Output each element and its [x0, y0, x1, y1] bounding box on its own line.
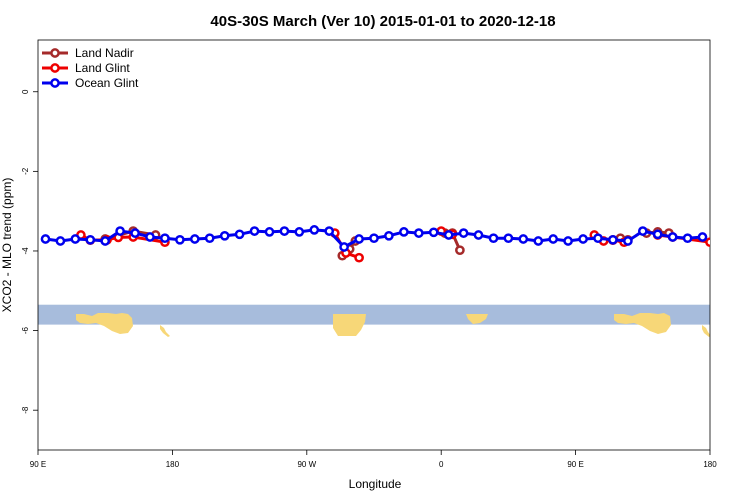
data-point	[279, 226, 290, 236]
data-point	[249, 226, 260, 236]
data-point	[533, 236, 544, 246]
data-point	[100, 236, 111, 246]
data-point	[608, 234, 618, 245]
data-point	[369, 233, 379, 244]
legend-swatch-marker	[50, 63, 60, 73]
x-axis-label: Longitude	[349, 477, 402, 491]
data-point	[473, 230, 484, 240]
chart-title: 40S-30S March (Ver 10) 2015-01-01 to 202…	[210, 13, 555, 30]
data-point	[593, 233, 603, 244]
data-point	[399, 227, 409, 237]
y-tick-label: -8	[21, 406, 30, 414]
y-tick-label: -6	[21, 326, 30, 334]
data-point	[428, 227, 439, 238]
data-point	[563, 236, 573, 246]
data-point	[578, 234, 588, 244]
x-tick-label: 0	[439, 460, 444, 469]
y-axis-label: XCO2 - MLO trend (ppm)	[0, 178, 14, 313]
data-point	[264, 227, 275, 237]
legend-swatch-marker	[50, 48, 60, 58]
data-point	[204, 233, 215, 244]
x-tick-label: 180	[166, 460, 180, 469]
data-point	[458, 228, 469, 238]
map-land-new-zealand-repeat	[702, 325, 710, 337]
data-point	[413, 228, 424, 238]
data-point	[70, 234, 81, 244]
data-point	[503, 233, 514, 244]
data-point	[189, 234, 200, 244]
map-land-africa	[466, 314, 488, 324]
data-point	[219, 230, 230, 241]
data-point	[443, 230, 454, 240]
data-point	[354, 234, 364, 244]
data-point	[682, 233, 693, 244]
y-tick-label: -2	[21, 167, 30, 175]
data-point	[455, 245, 465, 256]
data-point	[697, 232, 708, 242]
data-point	[705, 237, 710, 248]
data-point	[354, 252, 364, 263]
data-point	[234, 229, 245, 240]
map-land-australia	[76, 313, 133, 334]
data-point	[55, 236, 66, 246]
data-point	[548, 234, 559, 244]
legend-label: Land Glint	[75, 61, 130, 75]
legend-label: Ocean Glint	[75, 76, 139, 90]
series-layer	[40, 225, 710, 263]
data-point	[623, 236, 633, 246]
data-point	[294, 227, 305, 237]
map-band	[38, 304, 710, 337]
x-tick-label: 90 W	[297, 460, 316, 469]
data-point	[652, 229, 663, 240]
map-land-australia-repeat	[614, 313, 671, 334]
plot-frame	[37, 39, 711, 451]
data-point	[384, 230, 394, 241]
data-point	[339, 242, 349, 252]
data-point	[488, 233, 499, 244]
data-point	[130, 228, 140, 238]
data-point	[518, 234, 529, 244]
x-tick-label: 90 E	[30, 460, 46, 469]
y-tick-label: 0	[21, 89, 30, 94]
data-point	[309, 225, 320, 235]
data-point	[667, 232, 678, 242]
x-tick-label: 180	[703, 460, 717, 469]
map-ocean	[38, 304, 710, 325]
x-axis: 90 E 180 90 W 0 90 E 180	[30, 450, 717, 469]
data-point	[145, 232, 155, 242]
data-point	[160, 233, 170, 244]
y-axis: 0 -2 -4 -6 -8	[21, 89, 38, 414]
legend-label: Land Nadir	[75, 46, 134, 60]
data-point	[115, 226, 125, 236]
x-tick-label: 90 E	[567, 460, 583, 469]
map-land-new-zealand	[160, 325, 170, 337]
data-point	[175, 234, 185, 245]
map-land-south-america	[333, 314, 366, 336]
data-point	[637, 226, 648, 236]
y-tick-label: -4	[21, 247, 30, 255]
data-point	[324, 226, 335, 236]
legend-swatch-marker	[50, 78, 60, 88]
data-point	[85, 234, 96, 245]
data-point	[40, 234, 51, 244]
series-ocean-glint	[40, 225, 708, 252]
